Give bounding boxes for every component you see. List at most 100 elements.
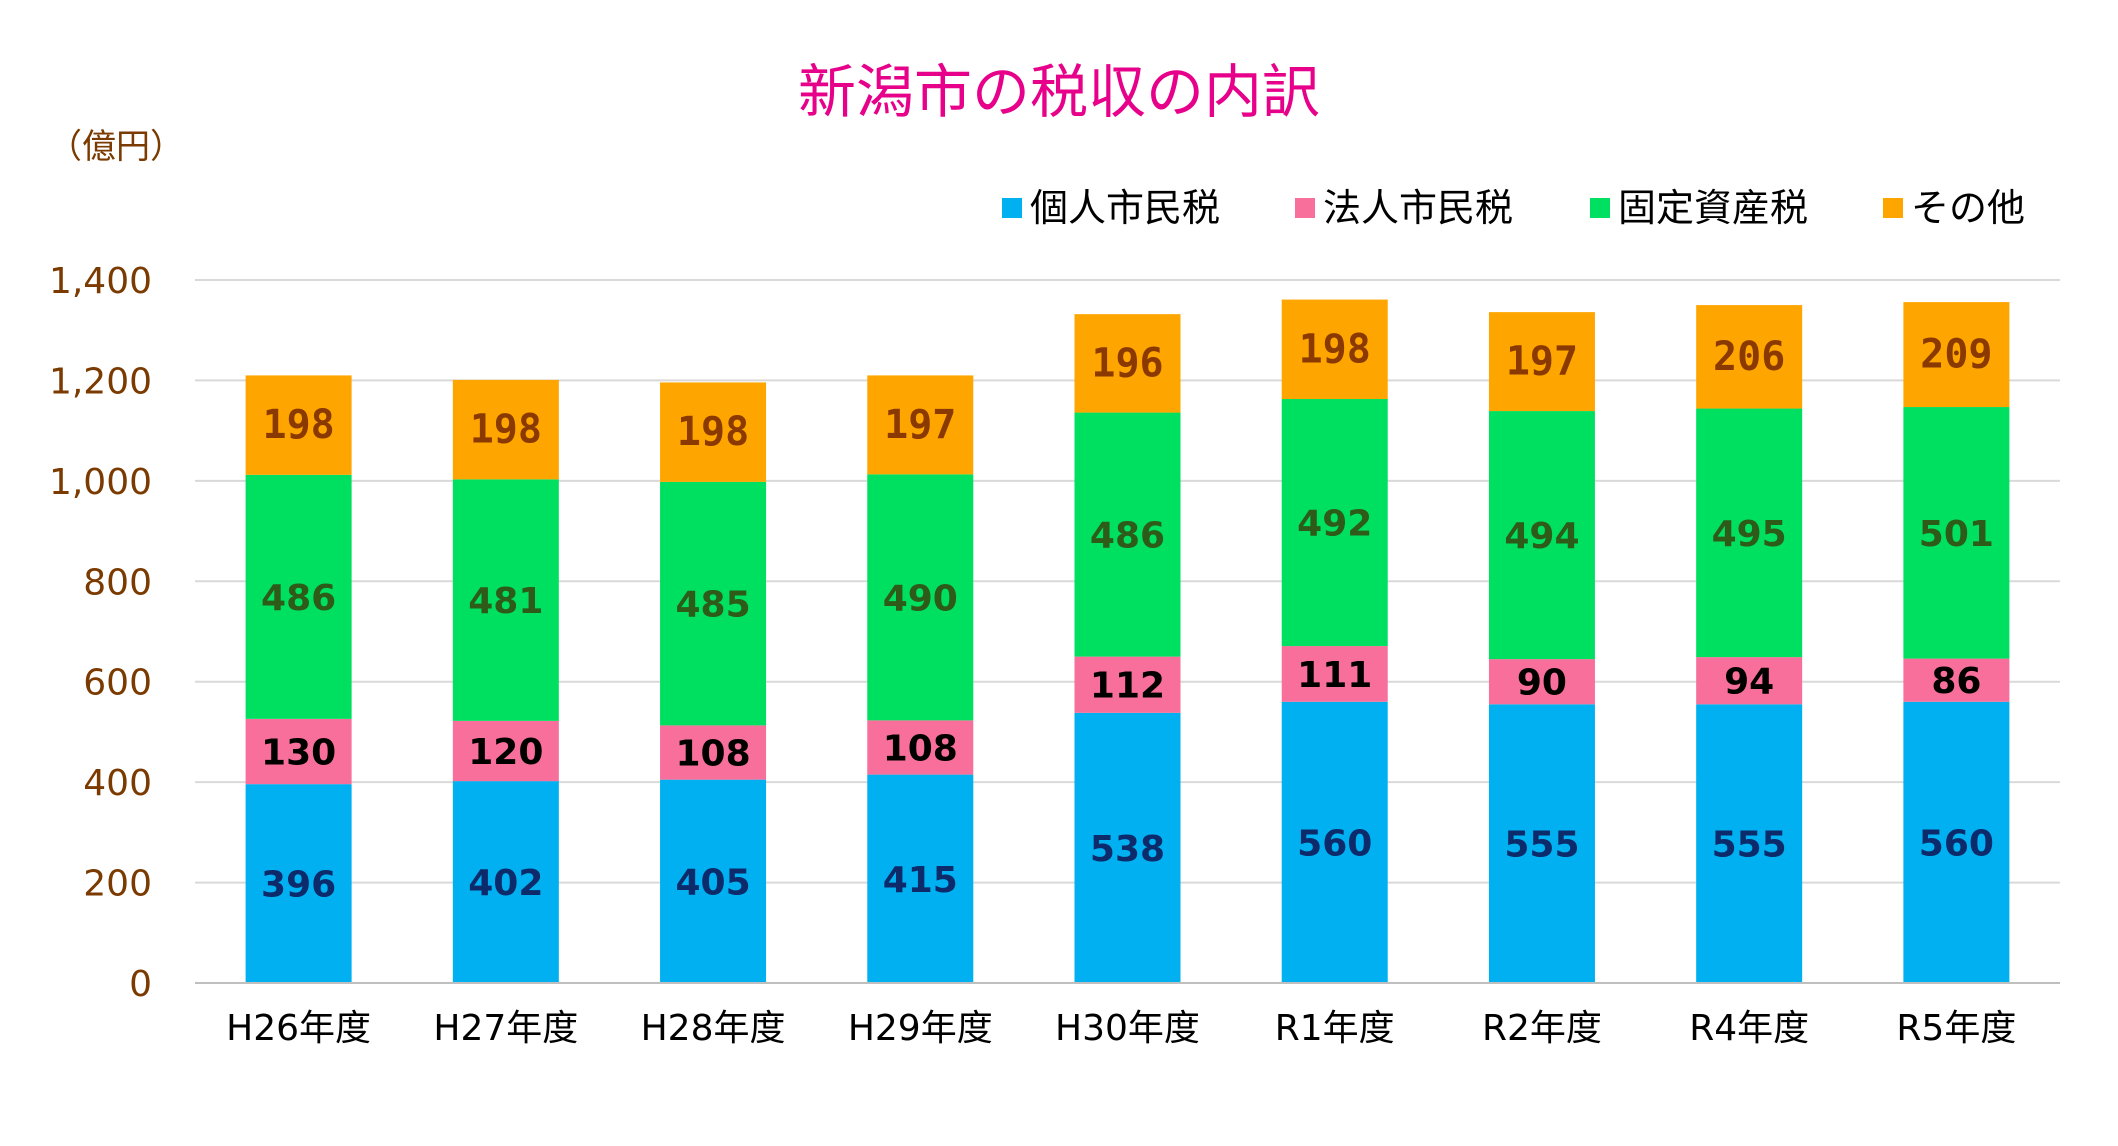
bar-segment: [245, 784, 352, 983]
data-label: 555: [1712, 825, 1787, 866]
legend-swatch: [1002, 198, 1022, 218]
bar-segment: [867, 774, 974, 983]
data-label: 198: [470, 407, 542, 453]
data-label: 485: [675, 585, 750, 626]
data-label: 494: [1504, 516, 1579, 557]
bar-segment: [245, 375, 352, 475]
legend-label: 固定資産税: [1618, 186, 1808, 230]
data-label: 198: [1299, 326, 1371, 372]
bar-segment: [867, 375, 974, 475]
bar-segment: [1488, 312, 1595, 412]
y-tick-label: 1,200: [49, 361, 152, 402]
x-tick-label: R1年度: [1275, 1008, 1395, 1049]
data-label: 396: [261, 865, 336, 906]
data-label: 415: [883, 860, 958, 901]
bar-segment: [452, 379, 559, 480]
data-label: 86: [1931, 661, 1981, 702]
bar-segment: [1696, 657, 1803, 705]
bar-segment: [867, 720, 974, 775]
data-label: 402: [468, 863, 543, 904]
bar-segment: [452, 720, 559, 782]
bar-segment: [867, 474, 974, 721]
bar-segment: [1281, 646, 1388, 702]
data-label: 196: [1091, 340, 1163, 386]
bar-segment: [245, 474, 352, 719]
data-label: 555: [1504, 825, 1579, 866]
chart-title: 新潟市の税収の内訳: [798, 58, 1320, 126]
bar-segment: [1281, 701, 1388, 983]
bar-segment: [1074, 712, 1181, 983]
data-label: 108: [675, 734, 750, 775]
legend-swatch: [1883, 198, 1903, 218]
x-tick-label: H30年度: [1055, 1008, 1200, 1049]
data-label: 108: [883, 728, 958, 769]
bar-segment: [1488, 704, 1595, 983]
x-tick-label: R4年度: [1689, 1008, 1809, 1049]
bar-segment: [660, 725, 767, 780]
data-label: 501: [1919, 514, 1994, 555]
bar-segment: [452, 479, 559, 721]
data-label: 90: [1517, 663, 1567, 704]
legend-label: その他: [1911, 186, 2025, 230]
bar-segment: [1488, 411, 1595, 660]
bars: 396 130 486 198 402 120 481 198 405 108 485 198 415 1…: [245, 299, 2010, 983]
y-tick-label: 1,000: [49, 462, 152, 503]
x-tick-label: R2年度: [1482, 1008, 1602, 1049]
bar-segment: [1696, 704, 1803, 983]
x-tick-label: H26年度: [226, 1008, 371, 1049]
data-label: 120: [468, 732, 543, 773]
bar-segment: [1281, 399, 1388, 647]
data-label: 405: [675, 862, 750, 903]
data-label: 197: [1506, 339, 1578, 385]
bar-segment: [1074, 656, 1181, 713]
legend-swatch: [1295, 198, 1315, 218]
data-label: 206: [1713, 334, 1785, 380]
y-axis: 0 200 400 600 800 1,000 1,200 1,400: [49, 261, 152, 1005]
data-label: 560: [1919, 823, 1994, 864]
bar-segment: [1281, 299, 1388, 400]
y-tick-label: 800: [83, 562, 152, 603]
data-label: 209: [1920, 332, 1992, 378]
bar-segment: [660, 481, 767, 726]
bar-segment: [1488, 659, 1595, 705]
y-tick-label: 400: [83, 763, 152, 804]
y-tick-label: 200: [83, 864, 152, 905]
data-label: 94: [1724, 662, 1774, 703]
bar-segment: [660, 382, 767, 482]
bar-segment: [452, 781, 559, 983]
x-tick-label: H27年度: [433, 1008, 578, 1049]
bar-segment: [1903, 658, 2010, 702]
data-label: 481: [468, 581, 543, 622]
bar-segment: [1696, 408, 1803, 658]
data-label: 560: [1297, 823, 1372, 864]
x-tick-label: H28年度: [641, 1008, 786, 1049]
legend-label: 個人市民税: [1030, 186, 1220, 230]
data-label: 495: [1712, 514, 1787, 555]
bar-segment: [1074, 314, 1181, 413]
bar-segment: [1903, 701, 2010, 983]
legend-label: 法人市民税: [1323, 186, 1513, 230]
data-label: 486: [1090, 516, 1165, 557]
x-tick-label: R5年度: [1896, 1008, 2016, 1049]
bar-segment: [245, 718, 352, 785]
bar-segment: [1074, 412, 1181, 657]
data-label: 490: [883, 578, 958, 619]
y-tick-label: 1,400: [49, 261, 152, 302]
data-label: 198: [677, 409, 749, 455]
data-label: 538: [1090, 829, 1165, 870]
data-label: 130: [261, 733, 336, 774]
y-tick-label: 0: [129, 964, 152, 1005]
data-label: 492: [1297, 504, 1372, 545]
bar-segment: [1903, 407, 2010, 659]
data-label: 197: [884, 402, 956, 448]
legend-swatch: [1590, 198, 1610, 218]
bar-segment: [660, 779, 767, 983]
data-label: 112: [1090, 666, 1165, 707]
data-label: 198: [262, 402, 334, 448]
y-tick-label: 600: [83, 663, 152, 704]
x-tick-label: H29年度: [848, 1008, 993, 1049]
legend: 個人市民税 法人市民税 固定資産税 その他: [1002, 186, 2025, 230]
x-axis: H26年度 H27年度 H28年度 H29年度 H30年度 R1年度 R2年度 R4年度 R5年…: [195, 982, 2060, 1049]
bar-segment: [1903, 302, 2010, 408]
